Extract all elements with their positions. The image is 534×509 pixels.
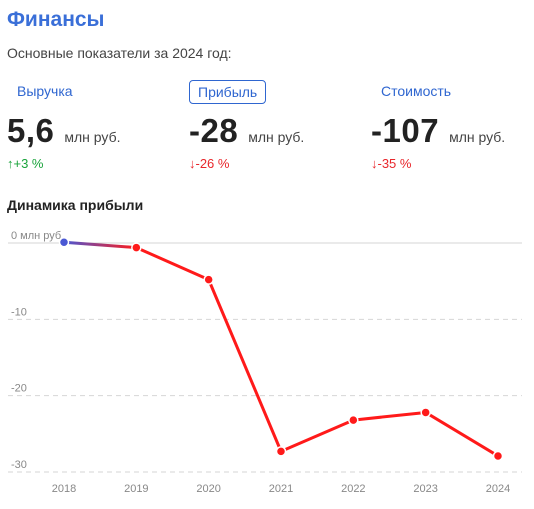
page-title: Финансы (7, 8, 105, 31)
metric-profit: -28 млн руб. (189, 112, 304, 150)
series-segment (62, 240, 138, 250)
series-segment (207, 278, 283, 453)
metric-revenue-value: 5,6 (7, 112, 55, 149)
data-point (58, 236, 70, 248)
data-point (492, 450, 504, 462)
x-tick-label: 2022 (341, 483, 365, 495)
metric-revenue: 5,6 млн руб. (7, 112, 120, 150)
metric-profit-value: -28 (189, 112, 239, 149)
tab-revenue[interactable]: Выручка (17, 83, 73, 99)
x-tick-label: 2018 (52, 483, 76, 495)
series-segment (134, 246, 211, 282)
metric-value-change: ↓-35 % (371, 156, 412, 171)
metric-profit-unit: млн руб. (248, 129, 305, 145)
chart-section-title: Динамика прибыли (7, 197, 144, 213)
x-tick-label: 2019 (124, 483, 148, 495)
page-subtitle: Основные показатели за 2024 год: (7, 45, 232, 61)
metric-value-unit: млн руб. (449, 129, 506, 145)
metric-revenue-change: ↑+3 % (7, 156, 44, 171)
x-axis-ticks: 2018 2019 2020 2021 2022 2023 2024 (52, 483, 510, 495)
data-point (275, 446, 287, 457)
chart-grid (8, 242, 522, 473)
y-tick-label: 0 млн руб. (11, 230, 64, 242)
x-tick-label: 2023 (413, 483, 437, 495)
x-tick-label: 2024 (486, 483, 510, 495)
data-point (348, 414, 359, 426)
series-segment (424, 410, 500, 458)
tab-value[interactable]: Стоимость (381, 83, 452, 99)
y-tick-label: -30 (11, 459, 27, 471)
chart-points (58, 236, 504, 462)
x-tick-label: 2020 (196, 483, 220, 495)
y-axis-ticks: 0 млн руб. -10 -20 -30 (11, 230, 64, 471)
metric-value: -107 млн руб. (371, 112, 505, 150)
data-point (420, 407, 431, 418)
metric-profit-change: ↓-26 % (189, 156, 230, 171)
y-tick-label: -10 (11, 306, 27, 318)
metric-value-value: -107 (371, 112, 440, 149)
profit-line-chart: 0 млн руб. -10 -20 -30 2018 2019 2020 2021 2022… (8, 230, 522, 495)
tab-profit[interactable]: Прибыль (189, 80, 267, 104)
series-segment (279, 418, 355, 453)
data-point (203, 274, 214, 285)
chart-series (62, 240, 500, 458)
y-tick-label: -20 (11, 383, 27, 395)
data-point (131, 242, 142, 253)
metric-revenue-unit: млн руб. (64, 129, 121, 145)
x-tick-label: 2021 (269, 483, 293, 495)
series-segment (351, 410, 428, 422)
